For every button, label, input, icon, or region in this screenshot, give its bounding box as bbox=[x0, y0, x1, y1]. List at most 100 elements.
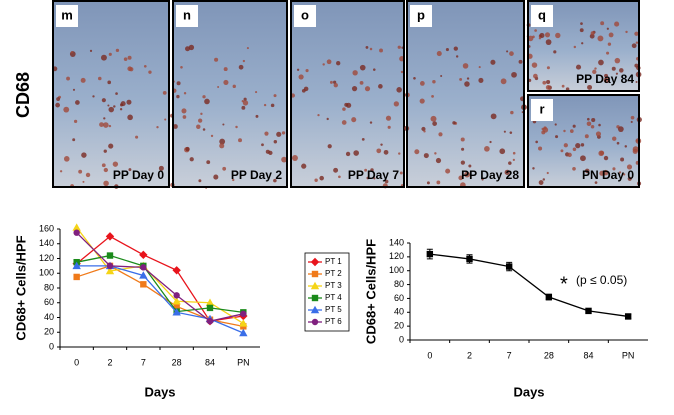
stain-spot bbox=[464, 81, 470, 87]
stain-spot bbox=[333, 167, 339, 173]
stain-spot bbox=[535, 140, 538, 144]
stain-spot bbox=[361, 137, 365, 141]
chart: 0 20 40 60 80 100 120 140 0 2 7 28 84 PN Days CD68+ Cel… bbox=[363, 237, 648, 399]
stain-spot bbox=[607, 42, 612, 46]
marker bbox=[106, 262, 114, 270]
stain-spot bbox=[273, 178, 277, 183]
stain-spot bbox=[345, 151, 351, 157]
legend-box bbox=[304, 252, 350, 332]
annotation: * bbox=[560, 273, 568, 295]
x-tick-label: 28 bbox=[172, 357, 182, 367]
stain-spot bbox=[185, 46, 191, 52]
stain-spot bbox=[614, 21, 620, 27]
stain-spot bbox=[518, 59, 523, 64]
stain-spot bbox=[352, 70, 358, 76]
marker bbox=[310, 281, 320, 290]
stain-spot bbox=[579, 28, 584, 33]
marker bbox=[140, 264, 147, 271]
stain-spot bbox=[538, 146, 543, 151]
panel-caption: PP Day 7 bbox=[348, 168, 399, 182]
stain-spot bbox=[542, 178, 546, 181]
stain-spot bbox=[126, 99, 132, 105]
marker bbox=[311, 270, 319, 278]
stain-spot bbox=[246, 47, 249, 50]
stain-spot bbox=[103, 180, 109, 187]
panel-border bbox=[172, 0, 288, 188]
marker bbox=[624, 313, 632, 320]
x-tick-label: 2 bbox=[467, 350, 472, 360]
stain-spot bbox=[468, 164, 472, 168]
stain-spot bbox=[351, 86, 358, 92]
stain-spot bbox=[614, 57, 621, 64]
stain-spot bbox=[120, 101, 126, 107]
marker bbox=[239, 328, 248, 337]
stain-spot bbox=[232, 84, 236, 89]
stain-spot bbox=[366, 176, 370, 180]
stain-spot bbox=[176, 94, 180, 99]
panel-letter-box bbox=[294, 5, 316, 27]
marker bbox=[73, 229, 80, 236]
stain-spot bbox=[500, 78, 507, 85]
stain-spot bbox=[198, 118, 203, 123]
stain-spot bbox=[103, 167, 109, 173]
panel-letter-box bbox=[56, 5, 78, 27]
stain-spot bbox=[575, 142, 581, 149]
stain-spot bbox=[359, 80, 364, 85]
y-axis-title: CD68+ Cells/HPF bbox=[13, 235, 28, 340]
stain-spot bbox=[626, 164, 633, 170]
panel-letter: p bbox=[417, 7, 425, 22]
stain-spot bbox=[598, 123, 601, 127]
marker bbox=[239, 319, 248, 327]
marker bbox=[311, 294, 319, 302]
stain-spot bbox=[466, 77, 470, 80]
stain-spot bbox=[326, 117, 329, 121]
stain-spot bbox=[176, 81, 181, 86]
y-tick-label: 120 bbox=[389, 251, 404, 261]
stain-spot bbox=[627, 176, 632, 181]
stain-spot bbox=[379, 48, 383, 53]
stain-spot bbox=[399, 171, 403, 175]
stain-spot bbox=[460, 160, 466, 165]
stain-spot bbox=[108, 52, 112, 56]
stain-spot bbox=[107, 104, 110, 107]
stain-spot bbox=[103, 117, 106, 120]
stain-spot bbox=[276, 131, 282, 137]
stain-spot bbox=[634, 31, 639, 36]
stain-spot bbox=[112, 161, 119, 167]
stain-spot bbox=[370, 168, 374, 172]
marker bbox=[545, 293, 553, 301]
stain-spot bbox=[445, 168, 451, 174]
stain-spot bbox=[281, 131, 286, 135]
stain-spot bbox=[452, 121, 456, 125]
stain-spot bbox=[533, 73, 538, 79]
stain-spot bbox=[263, 103, 267, 107]
stain-spot bbox=[506, 50, 509, 53]
stain-spot bbox=[113, 105, 116, 108]
stain-spot bbox=[396, 87, 402, 93]
stain-spot bbox=[538, 36, 542, 40]
marker bbox=[310, 305, 320, 314]
x-axis-title: Days bbox=[513, 384, 544, 399]
stain-spot bbox=[580, 155, 586, 162]
stain-spot bbox=[72, 138, 76, 142]
stain-spot bbox=[572, 147, 577, 152]
stain-spot bbox=[101, 163, 106, 168]
x-tick-label: PN bbox=[622, 350, 635, 360]
stain-spot bbox=[603, 155, 609, 161]
stain-spot bbox=[115, 48, 120, 53]
stain-spot bbox=[70, 51, 74, 54]
stain-spot bbox=[376, 148, 382, 154]
stain-spot bbox=[333, 83, 338, 88]
stain-spot bbox=[590, 124, 595, 129]
stain-spot bbox=[539, 32, 545, 39]
stain-spot bbox=[616, 141, 620, 145]
stain-spot bbox=[119, 108, 123, 111]
y-tick-label: 0 bbox=[49, 341, 54, 351]
marker bbox=[172, 266, 181, 275]
stain-spot bbox=[587, 84, 593, 90]
stain-spot bbox=[206, 160, 211, 165]
stain-spot bbox=[123, 57, 128, 61]
stain-spot bbox=[222, 166, 227, 171]
stain-spot bbox=[397, 45, 401, 49]
stain-spot bbox=[341, 120, 347, 125]
